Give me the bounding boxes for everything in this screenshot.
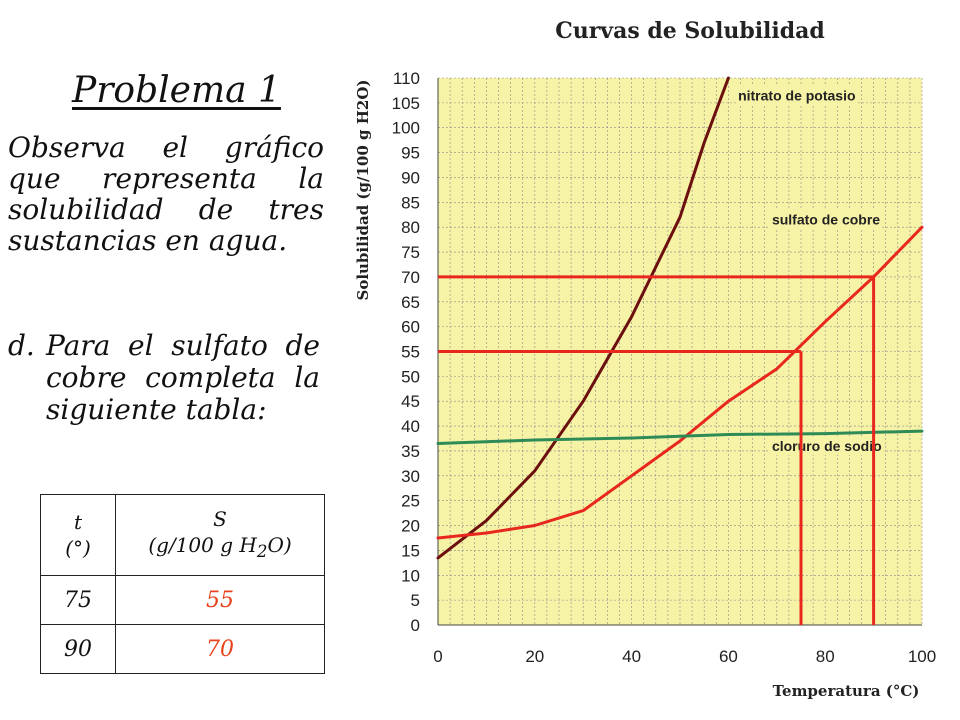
y-tick-label: 50 <box>401 367 420 386</box>
row-s-answer: 55 <box>115 575 325 625</box>
y-tick-label: 70 <box>401 268 420 287</box>
question-text: Para el sulfato de cobre completa la sig… <box>46 329 320 426</box>
y-tick-label: 35 <box>401 442 420 461</box>
y-tick-label: 45 <box>401 392 420 411</box>
y-tick-label: 100 <box>392 119 420 138</box>
y-tick-label: 0 <box>411 616 420 635</box>
table-header-row: t (°) S (g/100 g H2O) <box>40 494 325 576</box>
y-tick-label: 30 <box>401 467 420 486</box>
series-label-sulfato-de-cobre: sulfato de cobre <box>772 212 880 228</box>
header-t: t <box>73 510 83 534</box>
y-tick-label: 5 <box>411 591 420 610</box>
series-label-bg <box>736 85 858 105</box>
row-t: 90 <box>40 624 116 674</box>
y-tick-label: 55 <box>401 343 420 362</box>
x-tick-label: 60 <box>719 647 738 666</box>
y-tick-label: 65 <box>401 293 420 312</box>
header-t-unit: (°) <box>65 536 91 560</box>
header-s-unit-post: O) <box>267 532 292 557</box>
table-row: 90 70 <box>40 624 325 674</box>
header-t-cell: t (°) <box>40 494 116 576</box>
y-axis-label: Solubilidad (g/100 g H2O) <box>354 79 372 300</box>
header-s: S <box>213 506 227 531</box>
x-tick-label: 40 <box>622 647 641 666</box>
header-s-cell: S (g/100 g H2O) <box>115 494 325 576</box>
x-tick-label: 80 <box>816 647 835 666</box>
series-line-sulfato-de-cobre <box>436 225 924 540</box>
chart-title: Curvas de Solubilidad <box>555 18 825 44</box>
problem-intro: Observa el gráfico que representa la sol… <box>8 131 324 257</box>
x-tick-label: 20 <box>525 647 544 666</box>
answer-table: t (°) S (g/100 g H2O) 75 55 90 70 <box>40 494 325 674</box>
y-tick-label: 110 <box>393 69 420 88</box>
x-axis-label: Temperatura (°C) <box>773 682 920 700</box>
y-tick-label: 105 <box>392 94 420 113</box>
series-line-cloruro-de-sodio <box>436 429 924 445</box>
y-tick-label: 85 <box>401 193 420 212</box>
table-row: 75 55 <box>40 575 325 625</box>
series-label-nitrato-de-potasio: nitrato de potasio <box>738 87 855 103</box>
series-label-bg <box>769 209 883 229</box>
question-d: d. Para el sulfato de cobre completa la … <box>8 330 320 426</box>
question-label: d. <box>8 329 35 362</box>
y-tick-label: 80 <box>401 218 420 237</box>
y-tick-label: 15 <box>401 541 420 560</box>
y-tick-label: 10 <box>401 566 420 585</box>
x-tick-label: 0 <box>433 647 442 666</box>
series-label-cloruro-de-sodio: cloruro de sodio <box>772 438 882 454</box>
problem-title: Problema 1 <box>72 70 281 111</box>
plot-area: 0 5 10 15 20 25 30 35 40 45 50 55 60 65 70 75 80 85 90 95 10… <box>392 69 937 666</box>
y-tick-label: 20 <box>401 517 420 536</box>
y-tick-label: 25 <box>401 492 420 511</box>
x-tick-label: 100 <box>908 647 936 666</box>
y-tick-label: 60 <box>401 318 420 337</box>
row-s-answer: 70 <box>115 624 325 674</box>
y-tick-label: 90 <box>401 168 420 187</box>
series-line-nitrato-de-potasio <box>436 76 730 560</box>
y-tick-label: 40 <box>401 417 420 436</box>
series-label-bg <box>769 435 884 455</box>
y-tick-label: 95 <box>401 144 420 163</box>
header-s-unit-pre: (g/100 g H <box>148 532 257 557</box>
y-tick-label: 75 <box>401 243 420 262</box>
header-s-unit-sub: 2 <box>256 541 268 561</box>
